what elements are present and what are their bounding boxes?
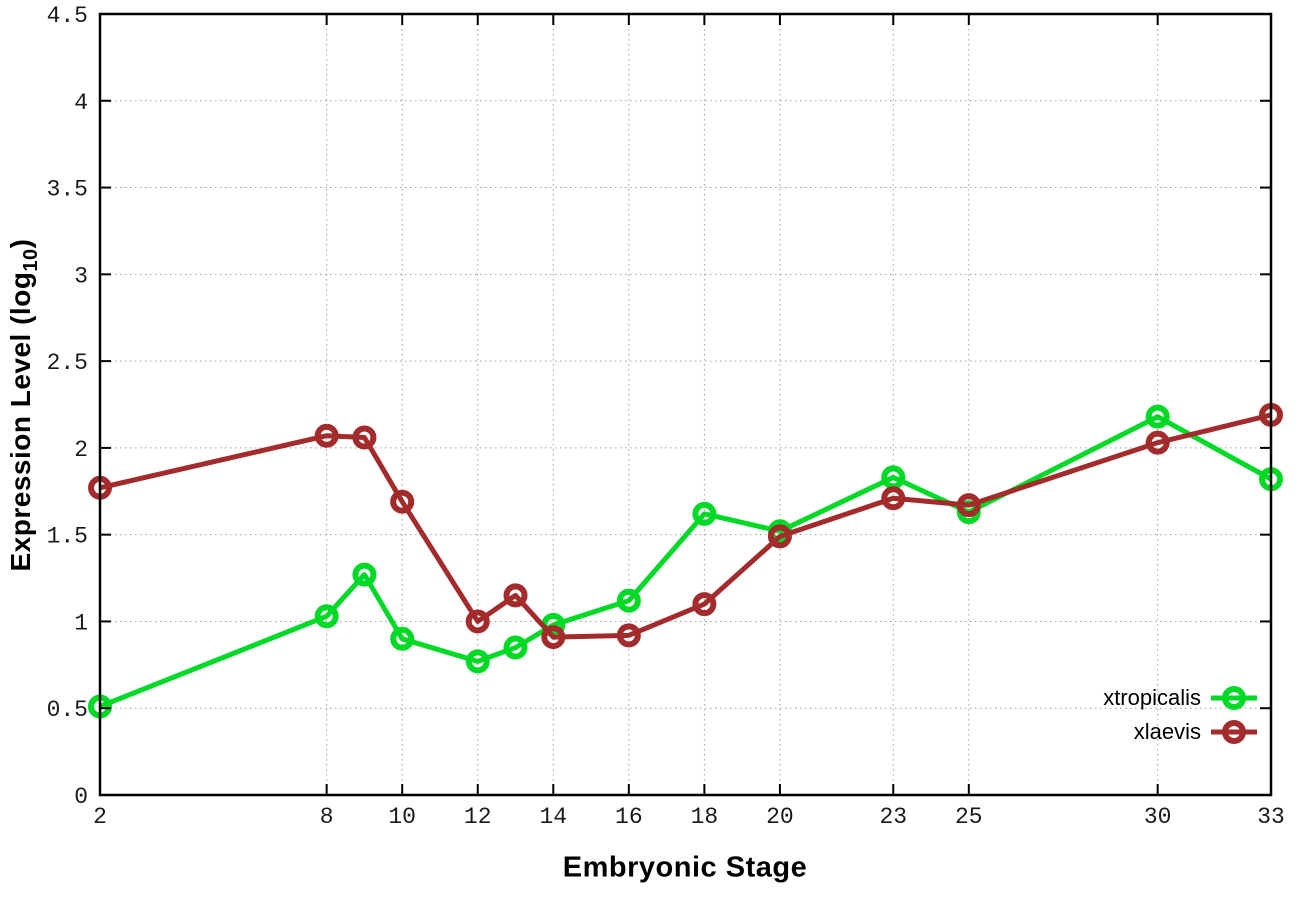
data-point-xlaevis: [616, 623, 641, 648]
data-point-xtropicalis: [503, 635, 528, 660]
x-tick-label: 2: [93, 804, 107, 830]
series-line-xlaevis: [99, 412, 1272, 640]
legend-item-xlaevis: xlaevis: [1134, 717, 1258, 747]
legend-item-xtropicalis: xtropicalis: [1103, 683, 1258, 713]
y-tick-label: 4: [74, 90, 88, 116]
y-tick-label: 3.5: [47, 177, 88, 203]
data-point-xlaevis: [503, 583, 528, 608]
data-point-xtropicalis: [1145, 404, 1170, 429]
x-tick-label: 16: [615, 804, 643, 830]
legend-label-xtropicalis: xtropicalis: [1103, 685, 1201, 710]
y-tick-label: 0: [74, 784, 88, 810]
data-point-xlaevis: [352, 425, 377, 450]
data-point-xlaevis: [465, 609, 490, 634]
x-tick-label: 10: [388, 804, 416, 830]
y-tick-label: 1: [74, 610, 88, 636]
data-point-xtropicalis: [692, 501, 717, 526]
data-point-xtropicalis: [314, 604, 339, 629]
x-tick-label: 30: [1144, 804, 1172, 830]
legend-sample-line-icon: [1211, 720, 1257, 744]
data-point-xlaevis: [956, 493, 981, 518]
x-tick-label: 12: [464, 804, 492, 830]
y-axis-title-suffix: ): [5, 238, 37, 249]
legend-sample-line-icon: [1211, 686, 1257, 710]
legend: xtropicalis xlaevis: [1103, 683, 1258, 747]
data-point-xtropicalis: [390, 626, 415, 651]
x-axis-title: Embryonic Stage: [562, 851, 808, 884]
data-point-xlaevis: [314, 423, 339, 448]
data-point-xlaevis: [1145, 430, 1170, 455]
data-point-xtropicalis: [465, 649, 490, 674]
data-point-xlaevis: [390, 489, 415, 514]
data-point-xlaevis: [881, 486, 906, 511]
x-tick-label: 14: [539, 804, 567, 830]
y-axis-title-subscript: 10: [19, 248, 42, 272]
x-tick-label: 20: [766, 804, 794, 830]
data-point-xlaevis: [692, 592, 717, 617]
y-tick-label: 1.5: [47, 524, 88, 550]
y-tick-label: 2.5: [47, 350, 88, 376]
data-point-xtropicalis: [352, 562, 377, 587]
y-axis-title-text: Expression Level (log: [5, 271, 37, 572]
data-point-xlaevis: [541, 625, 566, 650]
y-tick-label: 4.5: [47, 3, 88, 29]
legend-label-xlaevis: xlaevis: [1133, 719, 1201, 744]
y-tick-label: 2: [74, 437, 88, 463]
y-tick-label: 3: [74, 263, 88, 289]
data-point-xtropicalis: [616, 588, 641, 613]
series-line-xtropicalis: [99, 414, 1273, 709]
x-tick-label: 25: [955, 804, 983, 830]
y-tick-label: 0.5: [47, 697, 88, 723]
y-axis-title: Expression Level (log10): [5, 239, 43, 572]
data-point-xlaevis: [767, 524, 792, 549]
plot-border: [98, 12, 1273, 797]
x-tick-label: 23: [879, 804, 907, 830]
x-tick-label: 8: [320, 804, 334, 830]
x-tick-label: 33: [1257, 804, 1285, 830]
x-tick-label: 18: [691, 804, 719, 830]
